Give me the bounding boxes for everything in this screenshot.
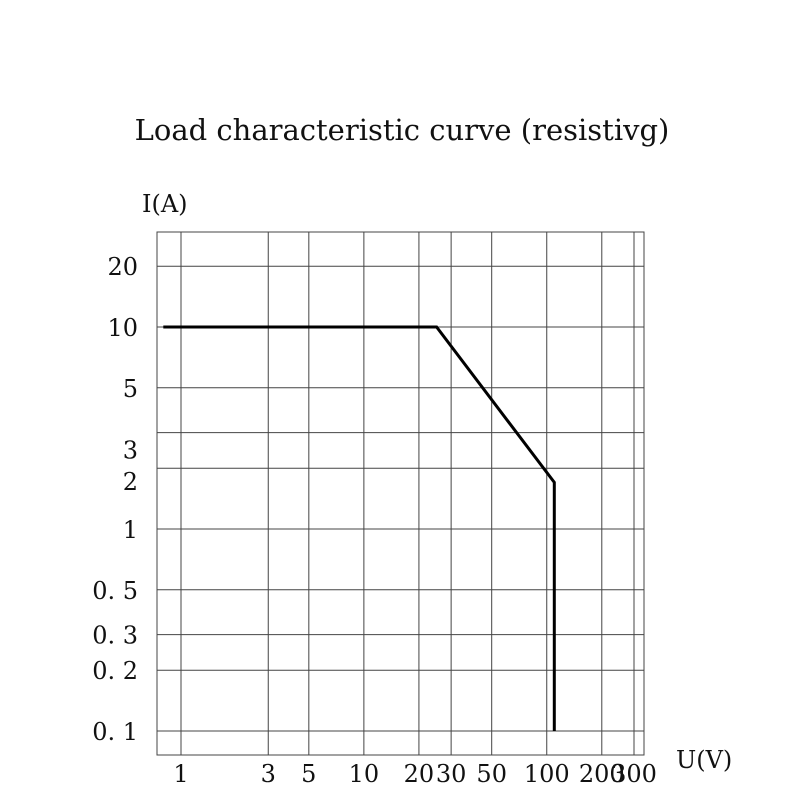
x-tick-label-1: 3 [261, 760, 276, 788]
y-tick-label-6: 0. 5 [92, 577, 138, 605]
y-tick-label-2: 5 [123, 375, 138, 403]
y-tick-label-9: 0. 1 [92, 718, 138, 746]
load-curve-line [163, 325, 556, 731]
y-tick-label-3: 3 [123, 437, 138, 465]
x-tick-label-5: 30 [436, 760, 467, 788]
y-tick-label-5: 1 [123, 516, 138, 544]
x-tick-label-9: 300 [611, 760, 657, 788]
grid [157, 232, 644, 755]
y-tick-label-8: 0. 2 [92, 657, 138, 685]
x-tick-label-3: 10 [349, 760, 380, 788]
chart-title: Load characteristic curve (resistivg) [135, 113, 670, 147]
plot-frame [156, 231, 645, 756]
x-tick-label-2: 5 [301, 760, 316, 788]
x-tick-label-7: 100 [524, 760, 570, 788]
y-tick-labels: 20 10 5 3 2 1 0. 5 0. 3 0. 2 0. 1 [92, 253, 138, 746]
x-axis-label: U(V) [676, 746, 732, 774]
x-tick-label-8: 200 [579, 760, 625, 788]
y-tick-label-0: 20 [107, 253, 138, 281]
y-tick-label-1: 10 [107, 314, 138, 342]
y-tick-label-7: 0. 3 [92, 622, 138, 650]
y-axis-label: I(A) [142, 190, 188, 218]
x-tick-label-4: 20 [404, 760, 435, 788]
x-tick-label-6: 50 [476, 760, 507, 788]
y-tick-label-4: 2 [123, 468, 138, 496]
x-tick-label-0: 1 [173, 760, 188, 788]
